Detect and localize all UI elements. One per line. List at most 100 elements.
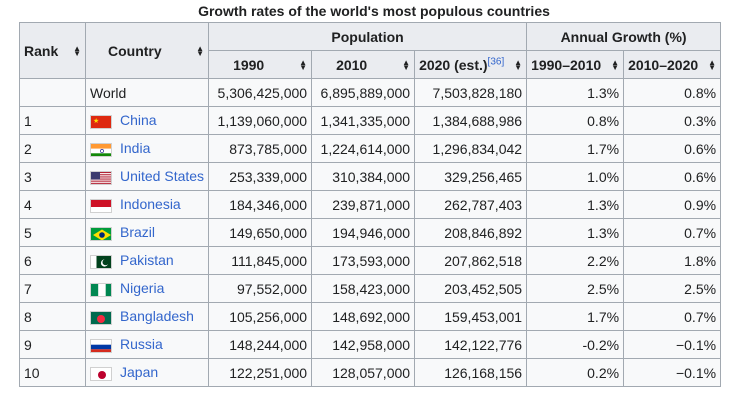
g2-cell: 0.6% <box>623 162 722 191</box>
rank-cell: 9 <box>19 330 86 359</box>
growth-1990-2010-label: 1990–2010 <box>531 56 602 73</box>
table-row: 5 Brazil 149,650,000 194,946,000 208,846,892… <box>19 218 722 247</box>
year-2010-header[interactable]: 2010 ▲ ▼ <box>311 50 416 79</box>
rank-cell: 7 <box>19 274 86 303</box>
g2-cell: 0.6% <box>623 134 722 163</box>
country-cell: Japan <box>84 358 210 387</box>
p2020-cell: 1,296,834,042 <box>414 134 528 163</box>
g1-cell: 1.3% <box>526 78 625 107</box>
country-cell: Indonesia <box>84 190 210 219</box>
country-cell: Bangladesh <box>84 302 210 331</box>
g1-cell: 0.2% <box>526 358 625 387</box>
p2010-cell: 1,224,614,000 <box>311 134 416 163</box>
table-row: 4 Indonesia 184,346,000 239,871,000 262,787,… <box>19 190 722 219</box>
country-cell: Pakistan <box>84 246 210 275</box>
country-link[interactable]: Japan <box>120 364 159 381</box>
usa-flag-icon <box>90 170 112 185</box>
p2010-cell: 158,423,000 <box>311 274 416 303</box>
g1-cell: 1.7% <box>526 302 625 331</box>
sort-icon[interactable]: ▲ ▼ <box>708 57 717 72</box>
reference-link[interactable]: [36] <box>487 55 505 67</box>
p1990-cell: 1,139,060,000 <box>208 106 313 135</box>
rank-cell: 2 <box>19 134 86 163</box>
growth-2010-2020-header[interactable]: 2010–2020 ▲ ▼ <box>623 50 722 79</box>
country-link[interactable]: Brazil <box>120 224 156 241</box>
g2-cell: −0.1% <box>623 330 722 359</box>
p1990-cell: 148,244,000 <box>208 330 313 359</box>
country-link[interactable]: Nigeria <box>120 280 165 297</box>
sort-icon[interactable]: ▲ ▼ <box>611 57 620 72</box>
year-2010-label: 2010 <box>336 56 368 73</box>
p1990-cell: 111,845,000 <box>208 246 313 275</box>
year-1990-header[interactable]: 1990 ▲ ▼ <box>208 50 313 79</box>
g1-cell: -0.2% <box>526 330 625 359</box>
sort-icon[interactable]: ▲ ▼ <box>196 43 205 58</box>
p2010-cell: 142,958,000 <box>311 330 416 359</box>
year-2020-label: 2020 (est.) <box>419 56 488 73</box>
country-link[interactable]: India <box>120 140 151 157</box>
p2020-cell: 7,503,828,180 <box>414 78 528 107</box>
p1990-cell: 149,650,000 <box>208 218 313 247</box>
growth-1990-2010-header[interactable]: 1990–2010 ▲ ▼ <box>526 50 625 79</box>
p1990-cell: 97,552,000 <box>208 274 313 303</box>
sort-icon[interactable]: ▲ ▼ <box>299 57 308 72</box>
p1990-cell: 5,306,425,000 <box>208 78 313 107</box>
country-link[interactable]: Russia <box>120 336 163 353</box>
country-cell: United States <box>84 162 210 191</box>
g1-cell: 0.8% <box>526 106 625 135</box>
table-row: World 5,306,425,000 6,895,889,000 7,503,828… <box>19 78 722 107</box>
country-cell: Brazil <box>84 218 210 247</box>
table-row: 10 Japan 122,251,000 128,057,000 126,168,156… <box>19 358 722 387</box>
g2-cell: 0.3% <box>623 106 722 135</box>
rank-cell: 6 <box>19 246 86 275</box>
p2010-cell: 310,384,000 <box>311 162 416 191</box>
g2-cell: 0.7% <box>623 302 722 331</box>
g2-cell: 0.7% <box>623 218 722 247</box>
india-flag-icon <box>90 142 112 157</box>
svg-text:★: ★ <box>93 117 99 125</box>
country-header[interactable]: Country ▲ ▼ <box>84 22 210 79</box>
g1-cell: 2.5% <box>526 274 625 303</box>
pakistan-flag-icon <box>90 254 112 269</box>
rank-cell <box>19 78 86 107</box>
p2010-cell: 128,057,000 <box>311 358 416 387</box>
growth-2010-2020-label: 2010–2020 <box>628 56 699 73</box>
rank-cell: 1 <box>19 106 86 135</box>
table-row: 2 India 873,785,000 1,224,614,000 1,296,834,… <box>19 134 722 163</box>
country-cell: Russia <box>84 330 210 359</box>
table-row: 3 United States 253,339,000 310,384,000 329,… <box>19 162 722 191</box>
p2010-cell: 1,341,335,000 <box>311 106 416 135</box>
table-caption: Growth rates of the world's most populou… <box>198 3 550 19</box>
rank-cell: 4 <box>19 190 86 219</box>
country-link[interactable]: Indonesia <box>120 196 181 213</box>
table-row: 6 Pakistan 111,845,000 173,593,000 207,862,5… <box>19 246 722 275</box>
bangladesh-flag-icon <box>90 310 112 325</box>
annual-growth-header: Annual Growth (%) <box>526 22 722 51</box>
indonesia-flag-icon <box>90 198 112 213</box>
year-2020-header[interactable]: 2020 (est.)[36] ▲ ▼ <box>414 50 528 79</box>
country-link[interactable]: Pakistan <box>120 252 174 269</box>
country-link[interactable]: China <box>120 112 157 129</box>
sort-icon[interactable]: ▲ ▼ <box>514 57 523 72</box>
country-header-label: Country <box>108 42 162 59</box>
country-link[interactable]: Bangladesh <box>120 308 194 325</box>
p1990-cell: 253,339,000 <box>208 162 313 191</box>
p2020-cell: 1,384,688,986 <box>414 106 528 135</box>
rank-cell: 5 <box>19 218 86 247</box>
p2020-cell: 208,846,892 <box>414 218 528 247</box>
rank-header[interactable]: Rank ▲ ▼ <box>19 22 86 79</box>
table-row: 7 Nigeria 97,552,000 158,423,000 203,452,505… <box>19 274 722 303</box>
country-cell: ★ China <box>84 106 210 135</box>
country-cell: World <box>84 78 210 107</box>
g1-cell: 1.0% <box>526 162 625 191</box>
g2-cell: 0.8% <box>623 78 722 107</box>
sort-icon[interactable]: ▲ ▼ <box>73 43 81 58</box>
rank-cell: 10 <box>19 358 86 387</box>
sort-icon[interactable]: ▲ ▼ <box>402 57 411 72</box>
g2-cell: 1.8% <box>623 246 722 275</box>
rank-cell: 8 <box>19 302 86 331</box>
p2010-cell: 148,692,000 <box>311 302 416 331</box>
table-row: 9 Russia 148,244,000 142,958,000 142,122,776… <box>19 330 722 359</box>
country-link[interactable]: United States <box>120 168 205 185</box>
country-name: World <box>90 84 127 101</box>
